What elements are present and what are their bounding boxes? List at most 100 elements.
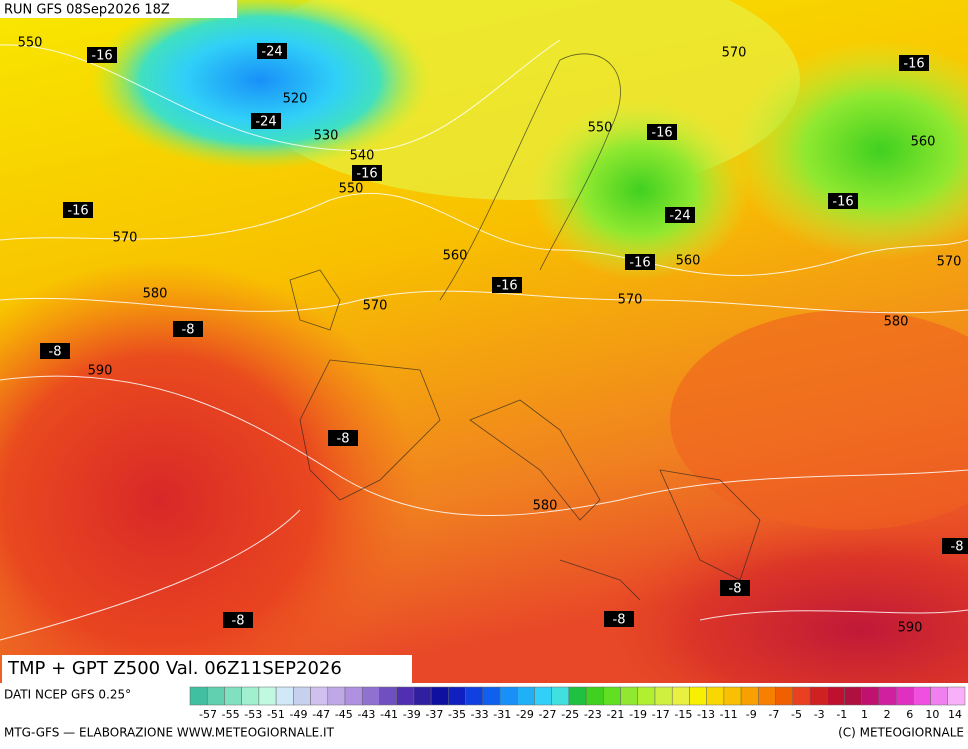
temp-label: -8: [951, 540, 964, 555]
temp-label: -24: [669, 209, 690, 224]
height-label: 580: [143, 287, 168, 302]
legend-swatch: [516, 686, 535, 706]
height-label: 540: [350, 149, 375, 164]
legend-swatch: [430, 686, 449, 706]
legend-label: -25: [561, 708, 579, 721]
legend-label: -51: [267, 708, 285, 721]
legend-swatch: [585, 686, 604, 706]
legend-swatch: [396, 686, 415, 706]
height-label: 570: [937, 255, 962, 270]
temp-label-box: [604, 611, 634, 627]
height-label: 560: [911, 135, 936, 150]
legend: -57 -55 -53 -51 -49 -47 -45 -43 -41 -39 -37 -35 -33-…: [189, 686, 966, 721]
legend-swatch: [206, 686, 225, 706]
legend-label: -7: [768, 708, 779, 721]
temp-label: -24: [261, 45, 282, 60]
legend-swatch: [534, 686, 552, 706]
legend-swatch: [310, 686, 329, 706]
temp-label-box: [899, 55, 929, 71]
legend-swatch: [413, 686, 432, 706]
map-title: TMP + GPT Z500 Val. 06Z11SEP2026: [7, 658, 342, 679]
temp-label-box: [328, 430, 358, 446]
temp-label-box: [647, 124, 677, 140]
legend-label: -3: [814, 708, 825, 721]
legend-swatch: [826, 686, 845, 706]
temp-label: -8: [182, 323, 195, 338]
legend-swatch: [603, 686, 621, 706]
temp-label-box: [828, 193, 858, 209]
legend-swatch: [258, 686, 277, 706]
legend-swatch: [293, 686, 311, 706]
temp-label: -24: [255, 115, 276, 130]
legend-label: -55: [222, 708, 240, 721]
temp-label: -8: [613, 613, 626, 628]
temp-label: -16: [629, 256, 650, 271]
legend-swatch: [620, 686, 639, 706]
legend-swatch: [930, 686, 949, 706]
legend-swatch: [224, 686, 242, 706]
temp-label-box: [63, 202, 93, 218]
temp-label-box: [492, 277, 522, 293]
temp-label-box: [942, 538, 968, 554]
legend-swatch: [740, 686, 759, 706]
legend-swatch: [379, 686, 397, 706]
height-label: 580: [884, 315, 909, 330]
legend-swatch: [913, 686, 931, 706]
legend-label: -9: [746, 708, 757, 721]
temp-label: -16: [356, 167, 377, 182]
legend-label: -53: [244, 708, 262, 721]
legend-label: -31: [493, 708, 511, 721]
legend-swatch: [465, 686, 484, 706]
legend-swatch: [861, 686, 880, 706]
legend-swatch: [189, 686, 208, 706]
legend-swatch: [758, 686, 776, 706]
field: [670, 310, 968, 530]
legend-swatch: [327, 686, 346, 706]
legend-swatch: [895, 686, 914, 706]
legend-swatch: [947, 686, 966, 706]
temp-label-box: [625, 254, 655, 270]
legend-swatch: [568, 686, 587, 706]
legend-swatch: [482, 686, 501, 706]
temp-label-box: [40, 343, 70, 359]
run-label: RUN GFS 08Sep2026 18Z: [4, 3, 170, 18]
map-labels: 550-16 -24520-24530540-16550-16570580-8-8…: [18, 36, 968, 636]
source: DATI NCEP GFS 0.25°: [4, 688, 131, 702]
temp-label: -8: [729, 582, 742, 597]
legend-swatch: [361, 686, 380, 706]
temp-label-box: [257, 43, 287, 59]
temp-label-box: [352, 165, 382, 181]
legend-label: -39: [403, 708, 421, 721]
credit: MTG-GFS — ELABORAZIONE WWW.METEOGIORNALE…: [4, 726, 335, 740]
legend-label: 14: [948, 708, 962, 721]
field: [0, 260, 420, 740]
legend-label: 10: [925, 708, 939, 721]
legend-label: -37: [425, 708, 443, 721]
legend-label: -19: [629, 708, 647, 721]
legend-swatch: [448, 686, 466, 706]
temp-label: -16: [651, 126, 672, 141]
height-label: 590: [898, 621, 923, 636]
legend-label: -17: [652, 708, 670, 721]
legend-swatch: [551, 686, 570, 706]
legend-label: -49: [290, 708, 308, 721]
legend-swatch: [671, 686, 690, 706]
legend-swatch: [809, 686, 828, 706]
legend-swatch: [723, 686, 742, 706]
legend-swatch: [637, 686, 656, 706]
legend-label: -15: [674, 708, 692, 721]
temp-label: -16: [91, 49, 112, 64]
legend-swatch: [792, 686, 811, 706]
height-label: 560: [443, 249, 468, 264]
legend-swatch: [689, 686, 707, 706]
temp-label: -16: [832, 195, 853, 210]
legend-label: -1: [836, 708, 847, 721]
legend-label: -57: [199, 708, 217, 721]
height-label: 580: [533, 499, 558, 514]
legend-label: -41: [380, 708, 398, 721]
height-label: 550: [588, 121, 613, 136]
legend-label: -33: [471, 708, 489, 721]
temp-label: -8: [337, 432, 350, 447]
legend-label: -5: [791, 708, 802, 721]
